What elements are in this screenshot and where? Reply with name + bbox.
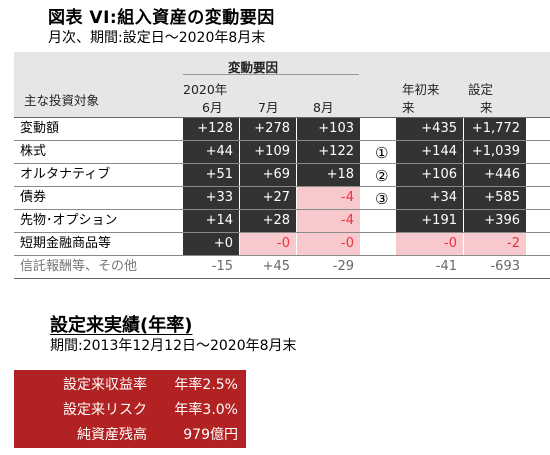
row-marker: ① <box>375 144 389 162</box>
row-label: 変動額 <box>20 121 60 136</box>
performance-period: 期間:2013年12月12日～2020年8月末 <box>50 338 297 354</box>
cell-since: -693 <box>490 259 520 274</box>
cell-aug: -4 <box>297 210 360 232</box>
column-header-since: 設定 <box>468 82 494 97</box>
cell-ytd: +34 <box>396 187 463 209</box>
row-separator <box>14 278 550 279</box>
cell-since: +1,772 <box>464 118 526 140</box>
row-separator <box>14 232 550 233</box>
row-marker: ② <box>375 167 389 185</box>
cell-since: -2 <box>464 233 526 255</box>
performance-heading: 設定来実績(年率) <box>50 315 193 336</box>
column-header-jun: 6月 <box>202 100 223 115</box>
cell-aug: -4 <box>297 187 360 209</box>
cell-jun: +33 <box>183 187 239 209</box>
cell-jul: +69 <box>240 164 296 186</box>
cell-jun: +44 <box>183 141 239 163</box>
cell-jul: +28 <box>240 210 296 232</box>
cell-aug: +18 <box>297 164 360 186</box>
row-label: 先物･オプション <box>20 213 118 228</box>
column-header-aug: 8月 <box>313 100 334 115</box>
row-label: 債券 <box>20 190 47 205</box>
cell-since: +446 <box>464 164 526 186</box>
column-header-jul: 7月 <box>258 100 279 115</box>
page-subtitle: 月次、期間:設定日～2020年8月末 <box>48 30 266 46</box>
cell-jul: +45 <box>262 259 290 274</box>
cell-ytd: +435 <box>396 118 463 140</box>
performance-label: 設定来収益率 <box>63 377 147 393</box>
cell-jul: +278 <box>240 118 296 140</box>
cell-aug: -0 <box>297 233 360 255</box>
page-title: 図表 VI:組入資産の変動要因 <box>48 8 275 28</box>
cell-jun: +14 <box>183 210 239 232</box>
performance-value: 年率2.5% <box>174 377 238 393</box>
performance-row: 設定来リスク 年率3.0% <box>14 398 246 422</box>
performance-value: 979億円 <box>183 427 238 443</box>
table-header-band <box>14 52 550 118</box>
row-marker: ③ <box>375 190 389 208</box>
performance-row: 設定来収益率 年率2.5% <box>14 373 246 397</box>
row-label: 信託報酬等、その他 <box>20 259 138 274</box>
cell-ytd: +191 <box>396 210 463 232</box>
cell-ytd: -0 <box>396 233 463 255</box>
column-header-target: 主な投資対象 <box>24 93 100 108</box>
row-label: 短期金融商品等 <box>20 236 112 251</box>
performance-value: 年率3.0% <box>174 402 238 418</box>
cell-jun: +128 <box>183 118 239 140</box>
column-header-since-2: 来 <box>480 100 493 115</box>
cell-jul: +109 <box>240 141 296 163</box>
cell-jun: +0 <box>183 233 239 255</box>
group-header-rule <box>183 74 359 75</box>
cell-since: +396 <box>464 210 526 232</box>
row-separator <box>14 186 550 187</box>
row-label: オルタナティブ <box>20 167 111 182</box>
performance-label: 純資産残高 <box>77 427 147 443</box>
row-separator <box>14 255 550 256</box>
row-label: 株式 <box>20 144 47 159</box>
cell-aug: +122 <box>297 141 360 163</box>
cell-ytd: -41 <box>435 259 457 274</box>
cell-ytd: +106 <box>396 164 463 186</box>
cell-since: +1,039 <box>464 141 526 163</box>
row-separator <box>14 163 550 164</box>
cell-since: +585 <box>464 187 526 209</box>
row-separator <box>14 209 550 210</box>
cell-aug: +103 <box>297 118 360 140</box>
cell-ytd: +144 <box>396 141 463 163</box>
group-header: 変動要因 <box>228 60 279 75</box>
cell-aug: -29 <box>332 259 354 274</box>
performance-box: 設定来収益率 年率2.5% 設定来リスク 年率3.0% 純資産残高 979億円 <box>14 370 246 448</box>
cell-jul: +27 <box>240 187 296 209</box>
performance-row: 純資産残高 979億円 <box>14 423 246 447</box>
cell-jun: -15 <box>211 259 233 274</box>
header-bottom-rule <box>14 117 550 118</box>
performance-label: 設定来リスク <box>63 402 147 418</box>
column-header-year: 2020年 <box>183 82 228 97</box>
row-separator <box>14 140 550 141</box>
column-header-ytd-2: 来 <box>402 100 415 115</box>
column-header-ytd: 年初来 <box>402 82 440 97</box>
cell-jul: -0 <box>240 233 296 255</box>
cell-jun: +51 <box>183 164 239 186</box>
